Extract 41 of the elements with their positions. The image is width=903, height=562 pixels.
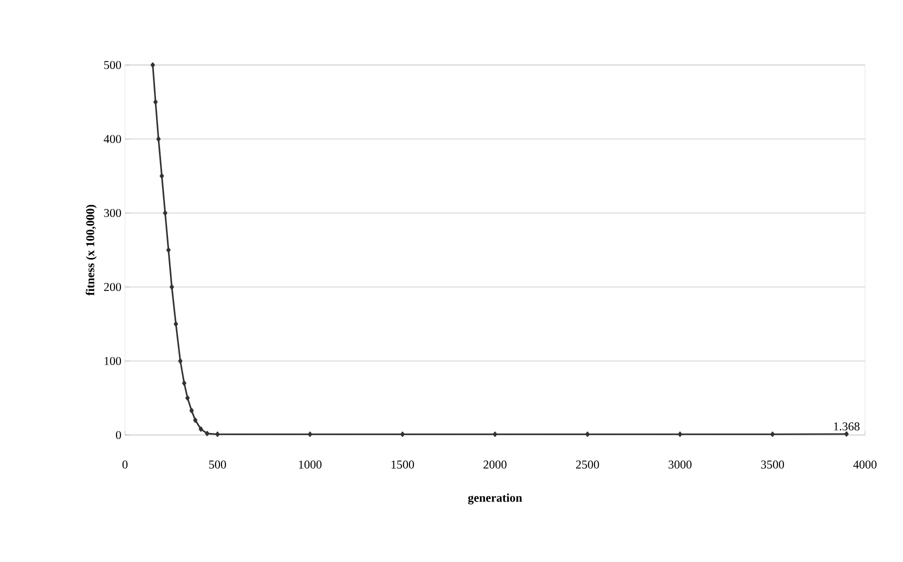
point: [770, 432, 775, 437]
point: [174, 321, 178, 327]
point: [153, 99, 158, 105]
y-tick-label: 500: [104, 60, 122, 70]
y-tick-label: 400: [104, 134, 122, 144]
point: [193, 418, 198, 423]
x-tick-label: 2000: [484, 460, 506, 469]
x-tick-label: 500: [209, 460, 226, 469]
point: [198, 426, 203, 432]
x-tick-label: 0: [122, 460, 128, 469]
point: [178, 358, 182, 364]
point: [678, 432, 682, 437]
x-tick-label: 3500: [761, 460, 784, 469]
point: [215, 432, 220, 437]
point: [182, 380, 186, 386]
y-tick-label: 100: [104, 356, 122, 366]
data-label: 1.368: [834, 422, 860, 430]
x-tick-label: 2500: [576, 460, 599, 469]
y-tick-label: 0: [116, 430, 122, 440]
point: [156, 136, 161, 142]
point: [185, 395, 190, 401]
point: [308, 432, 312, 437]
point: [150, 62, 155, 68]
point: [844, 431, 849, 437]
point: [163, 210, 168, 216]
y-tick-label: 300: [104, 208, 122, 218]
point: [400, 432, 405, 437]
x-tick-label: 1000: [299, 460, 322, 469]
x-tick-label: 3000: [668, 460, 692, 469]
point: [492, 432, 498, 437]
y-tick-label: 200: [104, 282, 122, 292]
point: [189, 408, 194, 414]
x-axis-title: generation: [468, 493, 522, 504]
point: [160, 173, 164, 179]
x-tick-label: 1500: [392, 460, 414, 469]
point: [170, 284, 174, 290]
y-axis-title: fitness (x 100,000): [86, 204, 97, 296]
point: [204, 430, 210, 436]
point: [585, 432, 590, 437]
x-tick-label: 4000: [853, 460, 876, 469]
point: [166, 247, 171, 253]
